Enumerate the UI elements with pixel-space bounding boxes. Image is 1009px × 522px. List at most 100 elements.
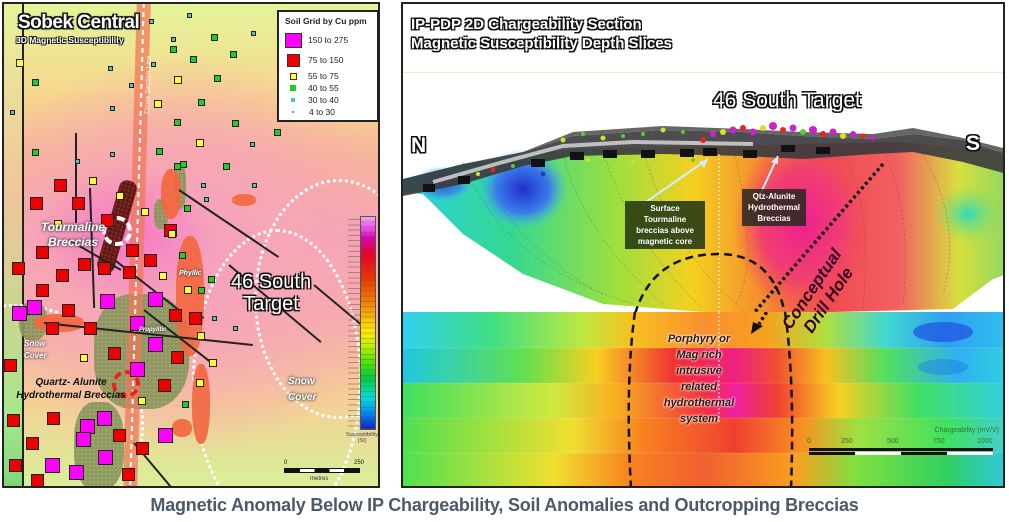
soil-sample-30-40 <box>110 152 115 157</box>
section-title: IP-PDP 2D Chargeability Section Magnetic… <box>411 16 672 52</box>
soil-sample-55-75 <box>159 272 167 280</box>
soil-sample-30-40 <box>250 142 255 147</box>
soil-sample-40-55 <box>198 99 205 106</box>
soil-sample-150-275 <box>130 362 145 377</box>
soil-sample-55-75 <box>89 177 97 185</box>
soil-sample-150-275 <box>45 458 60 473</box>
soil-sample-75-150 <box>123 266 136 279</box>
legend-title: Soil Grid by Cu ppm <box>285 16 367 26</box>
soil-sample-150-275 <box>98 450 113 465</box>
legend-swatch-cyan <box>291 98 295 102</box>
soil-sample-40-55 <box>180 161 187 168</box>
soil-sample-150-275 <box>148 337 163 352</box>
soil-sample-40-55 <box>274 129 281 136</box>
scale-bar-graphic <box>809 448 993 455</box>
soil-sample-30-40 <box>201 183 206 188</box>
soil-sample-55-75 <box>174 76 182 84</box>
quartz-alunite-label: Quartz- Alunite Hydrothermal Breccias <box>16 377 126 401</box>
soil-sample-75-150 <box>171 351 184 364</box>
soil-sample-55-75 <box>141 208 149 216</box>
soil-sample-40-55 <box>190 56 197 63</box>
soil-sample-75-150 <box>26 437 39 450</box>
soil-sample-40-55 <box>232 120 239 127</box>
soil-sample-55-75 <box>16 59 24 67</box>
phyllic-label: Phyllic <box>179 270 202 277</box>
alunite-breccia-marker <box>112 370 140 398</box>
soil-sample-30-40 <box>233 326 238 331</box>
soil-sample-40-55 <box>198 287 205 294</box>
soil-sample-150-275 <box>148 292 163 307</box>
soil-sample-30-40 <box>251 31 256 36</box>
soil-sample-40-55 <box>32 149 39 156</box>
soil-sample-40-55 <box>156 148 163 155</box>
figure-caption: Magnetic Anomaly Below IP Chargeability,… <box>150 495 859 515</box>
soil-sample-55-75 <box>54 220 62 228</box>
legend-swatch-red <box>287 53 300 67</box>
soil-sample-75-150 <box>122 468 135 481</box>
soil-sample-75-150 <box>108 347 121 360</box>
soil-sample-150-275 <box>100 294 115 309</box>
soil-sample-30-40 <box>149 19 154 24</box>
soil-sample-40-55 <box>174 163 181 170</box>
snow-cover-label-left: Snow Cover <box>24 339 47 360</box>
legend-item: 75 to 150 <box>285 50 371 70</box>
soil-sample-55-75 <box>184 286 192 294</box>
legend-swatch-yellow <box>290 72 297 80</box>
soil-sample-75-150 <box>46 322 59 335</box>
soil-sample-75-150 <box>12 262 25 275</box>
soil-sample-30-40 <box>151 62 156 67</box>
soil-sample-75-150 <box>98 262 111 275</box>
soil-sample-75-150 <box>169 309 182 322</box>
soil-sample-40-55 <box>184 205 191 212</box>
reference-line <box>403 72 1003 73</box>
soil-sample-75-150 <box>9 459 22 472</box>
colorbar-label: Susceptibility (SI) <box>345 432 379 444</box>
map-scale-bar: 0 250 metres <box>284 460 364 482</box>
soil-sample-75-150 <box>54 179 67 192</box>
legend-item: 40 to 55 <box>285 82 371 94</box>
map-title: Sobek Central <box>18 12 140 33</box>
soil-sample-150-275 <box>130 316 145 331</box>
legend-item: 4 to 30 <box>285 106 371 118</box>
section-target-label: 46 South Target <box>713 89 861 112</box>
soil-sample-75-150 <box>113 429 126 442</box>
legend-item: 150 to 275 <box>285 30 371 50</box>
soil-sample-55-75 <box>197 332 205 340</box>
soil-sample-30-40 <box>10 110 15 115</box>
soil-sample-75-150 <box>144 254 157 267</box>
soil-sample-75-150 <box>4 359 17 372</box>
soil-sample-30-40 <box>187 13 192 18</box>
soil-sample-40-55 <box>170 46 177 53</box>
soil-sample-40-55 <box>182 401 189 408</box>
magnetic-depth-slices <box>403 312 1003 486</box>
legend-item: 55 to 75 <box>285 70 371 82</box>
tourmaline-breccias-label: Tourmaline Breccias <box>40 220 106 249</box>
soil-sample-55-75 <box>168 230 176 238</box>
soil-sample-75-150 <box>47 412 60 425</box>
soil-sample-40-55 <box>211 34 218 41</box>
soil-sample-75-150 <box>36 246 49 259</box>
soil-legend: Soil Grid by Cu ppm 150 to 275 75 to 150… <box>277 10 378 122</box>
soil-sample-75-150 <box>158 379 171 392</box>
soil-sample-75-150 <box>136 442 149 455</box>
susceptibility-colorbar: Susceptibility (SI) <box>346 216 378 448</box>
sobek-central-map: Cross Section Line <box>2 2 380 488</box>
alunite-callout: Qtz-Alunite Hydrothermal Breccias <box>742 189 806 226</box>
soil-sample-40-55 <box>214 75 221 82</box>
soil-sample-55-75 <box>116 192 124 200</box>
propylitic-label: Propylitic <box>139 327 167 333</box>
soil-sample-75-150 <box>36 284 49 297</box>
soil-sample-30-40 <box>108 66 113 71</box>
tourmaline-breccia-marker <box>102 216 132 246</box>
soil-sample-75-150 <box>126 244 139 257</box>
colorbar-gradient <box>360 216 376 430</box>
soil-sample-30-40 <box>171 37 176 42</box>
phyllic-zone <box>161 169 181 219</box>
soil-sample-40-55 <box>32 79 39 86</box>
scale-bar-graphic <box>284 468 360 473</box>
soil-sample-40-55 <box>174 119 181 126</box>
target-label: 46 South Target <box>231 271 312 315</box>
chargeability-scale-bar: Chargeability (mV/V) 0 250 500 750 1000 <box>801 427 1001 467</box>
soil-sample-55-75 <box>196 379 204 387</box>
